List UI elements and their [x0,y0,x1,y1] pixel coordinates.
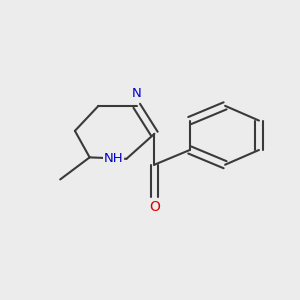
Text: NH: NH [104,152,124,165]
Text: N: N [132,87,142,100]
Text: O: O [149,200,160,214]
